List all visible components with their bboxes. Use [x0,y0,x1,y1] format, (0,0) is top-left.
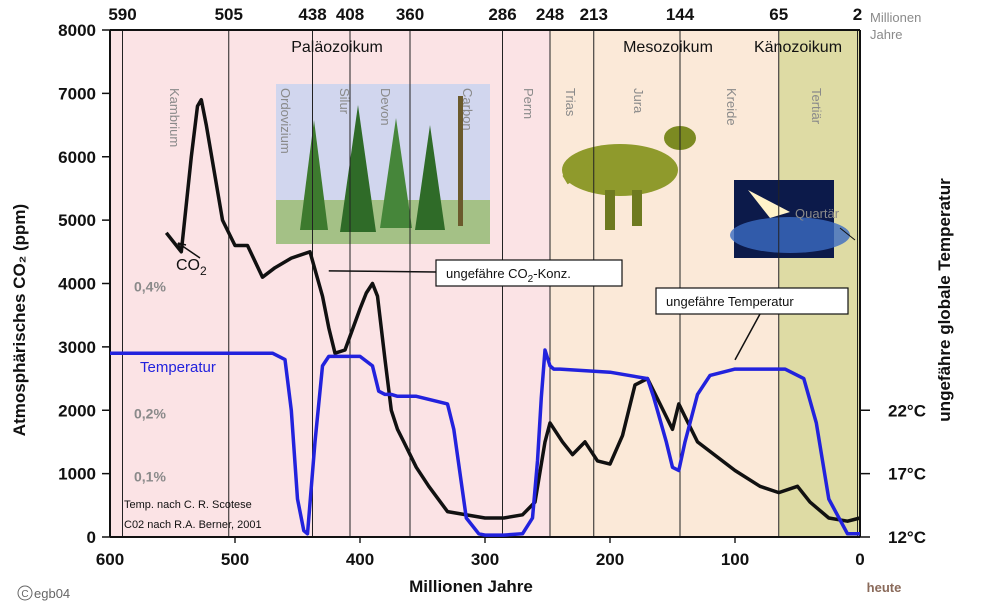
y-tick-label-3: 3000 [58,338,96,357]
x-tick-label-5: 100 [721,550,749,569]
co2-label-pointer [177,242,201,259]
top-tick-label-7: 213 [580,5,608,24]
period-label-4: Devon [378,88,393,126]
top-tick-label-4: 360 [396,5,424,24]
period-label-7: Trias [563,88,578,117]
era-band-3 [778,30,860,537]
copyright-icon [17,585,33,601]
top-tick-label-10: 2 [853,5,862,24]
x-tick-label-4: 200 [596,550,624,569]
quartaer-label: Quartär [795,206,840,221]
y2-axis-title: ungefähre globale Temperatur [935,178,954,422]
period-label-5: Carbon [460,88,475,131]
y-tick-label-7: 7000 [58,84,96,103]
percent-label-2: 0,2% [134,405,166,421]
period-label-9: Kreide [724,88,739,126]
y-tick-label-2: 2000 [58,401,96,420]
x-axis-title: Millionen Jahre [409,577,533,596]
era-label-2: Mesozoikum [623,39,713,56]
temperatur-series-label: Temperatur [140,359,216,376]
period-label-1: Kambrium [167,88,182,147]
x-tick-label-6: 0 [855,550,864,569]
top-tick-label-6: 248 [536,5,564,24]
top-axis-label: Millionen Jahre [870,10,921,42]
x-tick-label-3: 300 [471,550,499,569]
temp-callout-box [655,287,849,315]
forest-illustration [276,84,490,244]
x-tick-label-1: 500 [221,550,249,569]
y2-tick-label-2: 22°C [888,401,926,420]
copyright-symbol: C [21,589,28,600]
chart-labels: Paläozoikum Mesozoikum Känozoikum Kambrium O… [124,39,856,531]
period-label-6: Perm [521,88,536,119]
y-tick-label-1: 1000 [58,465,96,484]
series-line-co2 [164,97,861,523]
temp-callout-arrow [734,313,761,361]
y-axis-title: Atmosphärisches CO₂ (ppm) [10,204,29,436]
y-tick-label-4: 4000 [58,275,96,294]
percent-label-3: 0,1% [134,469,166,485]
top-tick-label-3: 408 [336,5,364,24]
credit-line-1: Temp. nach C. R. Scotese [124,499,252,511]
co2-callout-arrow [328,270,437,273]
asteroid-impact-illustration [730,180,850,258]
percent-label-1: 0,4% [134,279,166,295]
quartaer-pointer [839,227,856,241]
temp-callout-text: ungefähre Temperatur [666,294,794,309]
co2-callout-box [435,259,623,287]
y2-tick-label-1: 17°C [888,465,926,484]
period-label-2: Ordovizium [278,88,293,154]
top-tick-label-0: 590 [108,5,136,24]
period-label-3: Silur [337,88,352,115]
top-tick-label-2: 438 [298,5,326,24]
era-label-3: Känozoikum [754,39,842,56]
top-tick-label-5: 286 [488,5,516,24]
top-tick-label-8: 144 [666,5,695,24]
co2-callout-text: ungefähre CO2-Konz. [446,266,571,285]
y-tick-label-5: 5000 [58,211,96,230]
y-tick-label-0: 0 [87,528,96,547]
co2-series-label: CO2 [176,257,207,278]
y-tick-label-8: 8000 [58,21,96,40]
series-line-temperatur [110,348,860,537]
x-tick-label-2: 400 [346,550,374,569]
data-series [110,97,861,537]
y-tick-label-6: 6000 [58,148,96,167]
era-band-pre [110,30,123,537]
x-tick-label-0: 600 [96,550,124,569]
top-tick-label-1: 505 [215,5,243,24]
copyright: egb04 [34,586,70,601]
period-label-8: Jura [631,88,646,114]
period-label-10: Tertiär [809,88,824,125]
y2-tick-label-0: 12°C [888,528,926,547]
credit-line-2: C02 nach R.A. Berner, 2001 [124,519,262,531]
era-label-1: Paläozoikum [291,39,383,56]
x-end-label: heute [867,580,902,595]
top-tick-label-9: 65 [769,5,788,24]
